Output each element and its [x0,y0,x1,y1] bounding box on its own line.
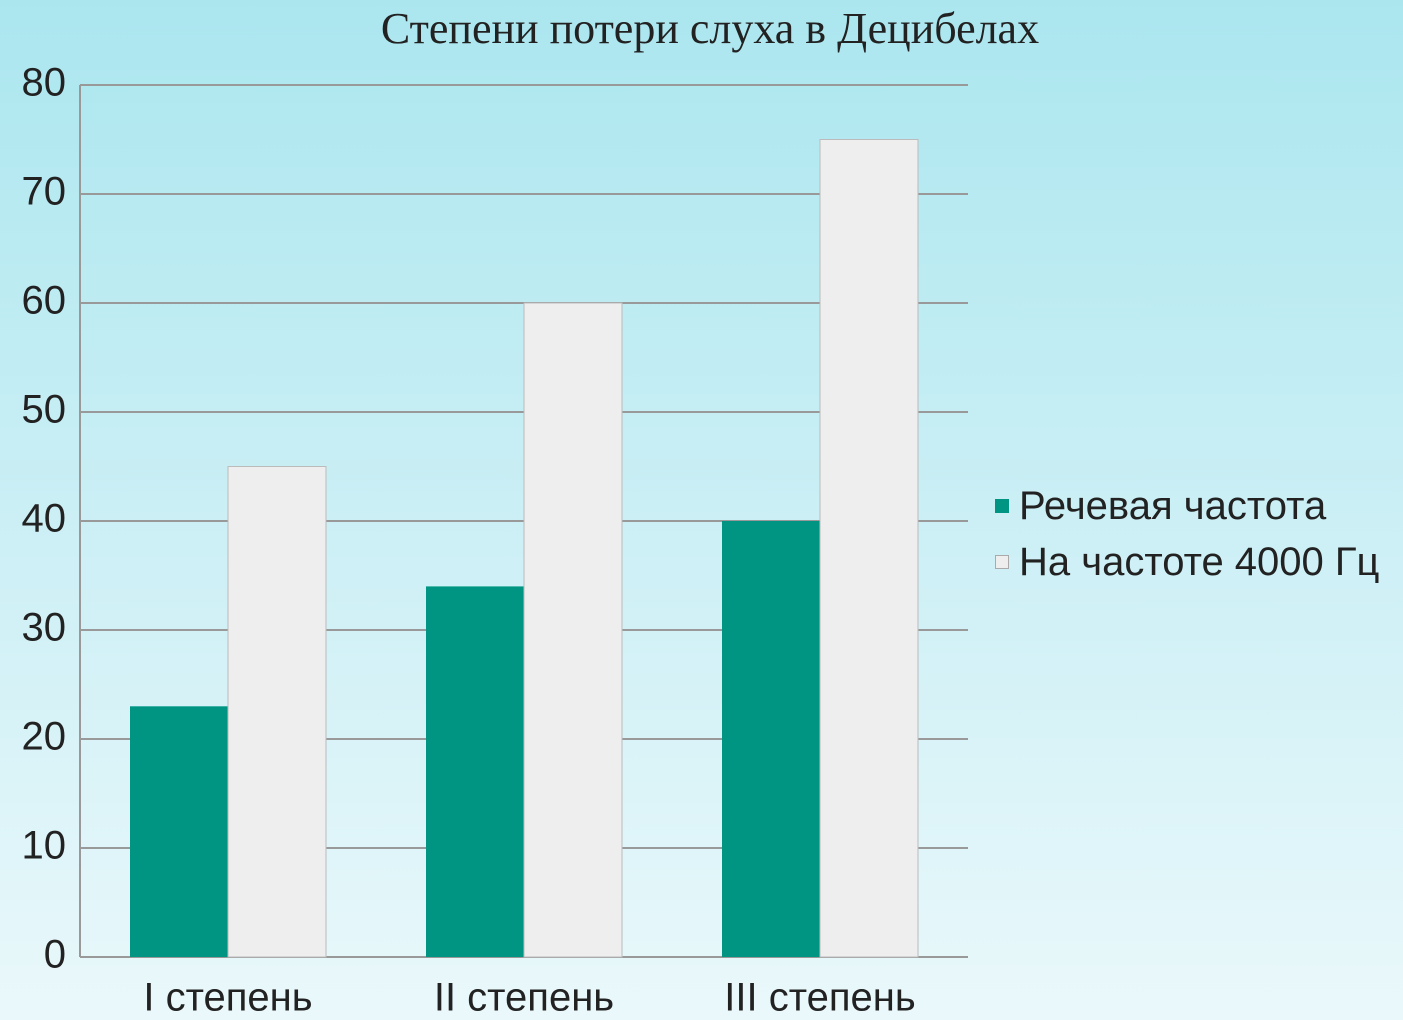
legend-item: На частоте 4000 Гц [995,534,1395,590]
legend-label: На частоте 4000 Гц [1019,540,1380,584]
y-tick-label: 50 [22,388,67,432]
x-tick-label: I степень [143,976,312,1020]
legend-label: Речевая частота [1019,484,1327,528]
y-tick-label: 60 [22,279,67,323]
y-tick-label: 20 [22,715,67,759]
x-tick-label: III степень [724,976,915,1020]
bar [819,139,919,958]
x-tick-label: II степень [434,976,614,1020]
chart-title: Степени потери слуха в Децибелах [381,4,1039,53]
legend-swatch [995,499,1009,513]
bar [130,706,228,957]
y-tick-label: 0 [44,933,66,977]
y-tick-label: 40 [22,497,67,541]
y-tick-label: 80 [22,61,67,105]
bar [722,521,820,957]
y-tick-label: 30 [22,606,67,650]
bar [227,466,327,958]
y-tick-label: 70 [22,170,67,214]
bar [426,586,524,957]
y-tick-label: 10 [22,824,67,868]
legend-swatch [995,555,1009,569]
legend: Речевая частота На частоте 4000 Гц [995,478,1395,590]
bar [523,302,623,958]
legend-item: Речевая частота [995,478,1395,534]
